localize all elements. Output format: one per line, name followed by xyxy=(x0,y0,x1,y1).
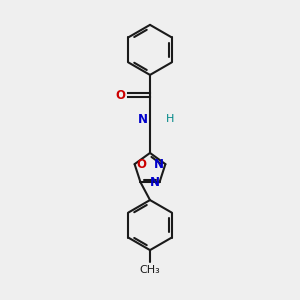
Text: H: H xyxy=(166,114,174,124)
Text: O: O xyxy=(116,89,126,102)
Text: N: N xyxy=(138,112,148,126)
Text: N: N xyxy=(154,158,164,171)
Text: O: O xyxy=(136,158,146,171)
Text: CH₃: CH₃ xyxy=(140,265,160,275)
Text: N: N xyxy=(150,176,160,189)
